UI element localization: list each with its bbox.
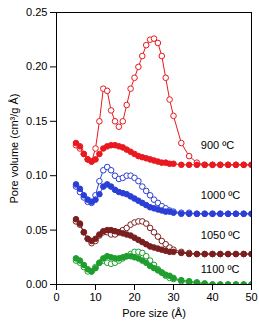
svg-text:1050 ºC: 1050 ºC bbox=[201, 229, 241, 241]
svg-text:20: 20 bbox=[128, 291, 140, 303]
svg-text:50: 50 bbox=[245, 291, 257, 303]
svg-text:10: 10 bbox=[89, 291, 101, 303]
svg-text:0.00: 0.00 bbox=[26, 278, 47, 290]
svg-text:0.05: 0.05 bbox=[26, 224, 47, 236]
svg-text:900 ºC: 900 ºC bbox=[201, 139, 234, 151]
svg-text:0.10: 0.10 bbox=[26, 169, 47, 181]
svg-text:30: 30 bbox=[167, 291, 179, 303]
svg-text:1100 ºC: 1100 ºC bbox=[201, 263, 240, 275]
svg-text:0.25: 0.25 bbox=[26, 6, 47, 18]
svg-text:0.20: 0.20 bbox=[26, 60, 47, 72]
svg-text:0: 0 bbox=[53, 291, 59, 303]
svg-text:1000 ºC: 1000 ºC bbox=[201, 189, 241, 201]
svg-text:Pore size (Å): Pore size (Å) bbox=[122, 307, 186, 319]
svg-text:Pore volume (cm³/g Å): Pore volume (cm³/g Å) bbox=[8, 93, 20, 203]
svg-text:40: 40 bbox=[206, 291, 218, 303]
svg-text:0.15: 0.15 bbox=[26, 115, 47, 127]
